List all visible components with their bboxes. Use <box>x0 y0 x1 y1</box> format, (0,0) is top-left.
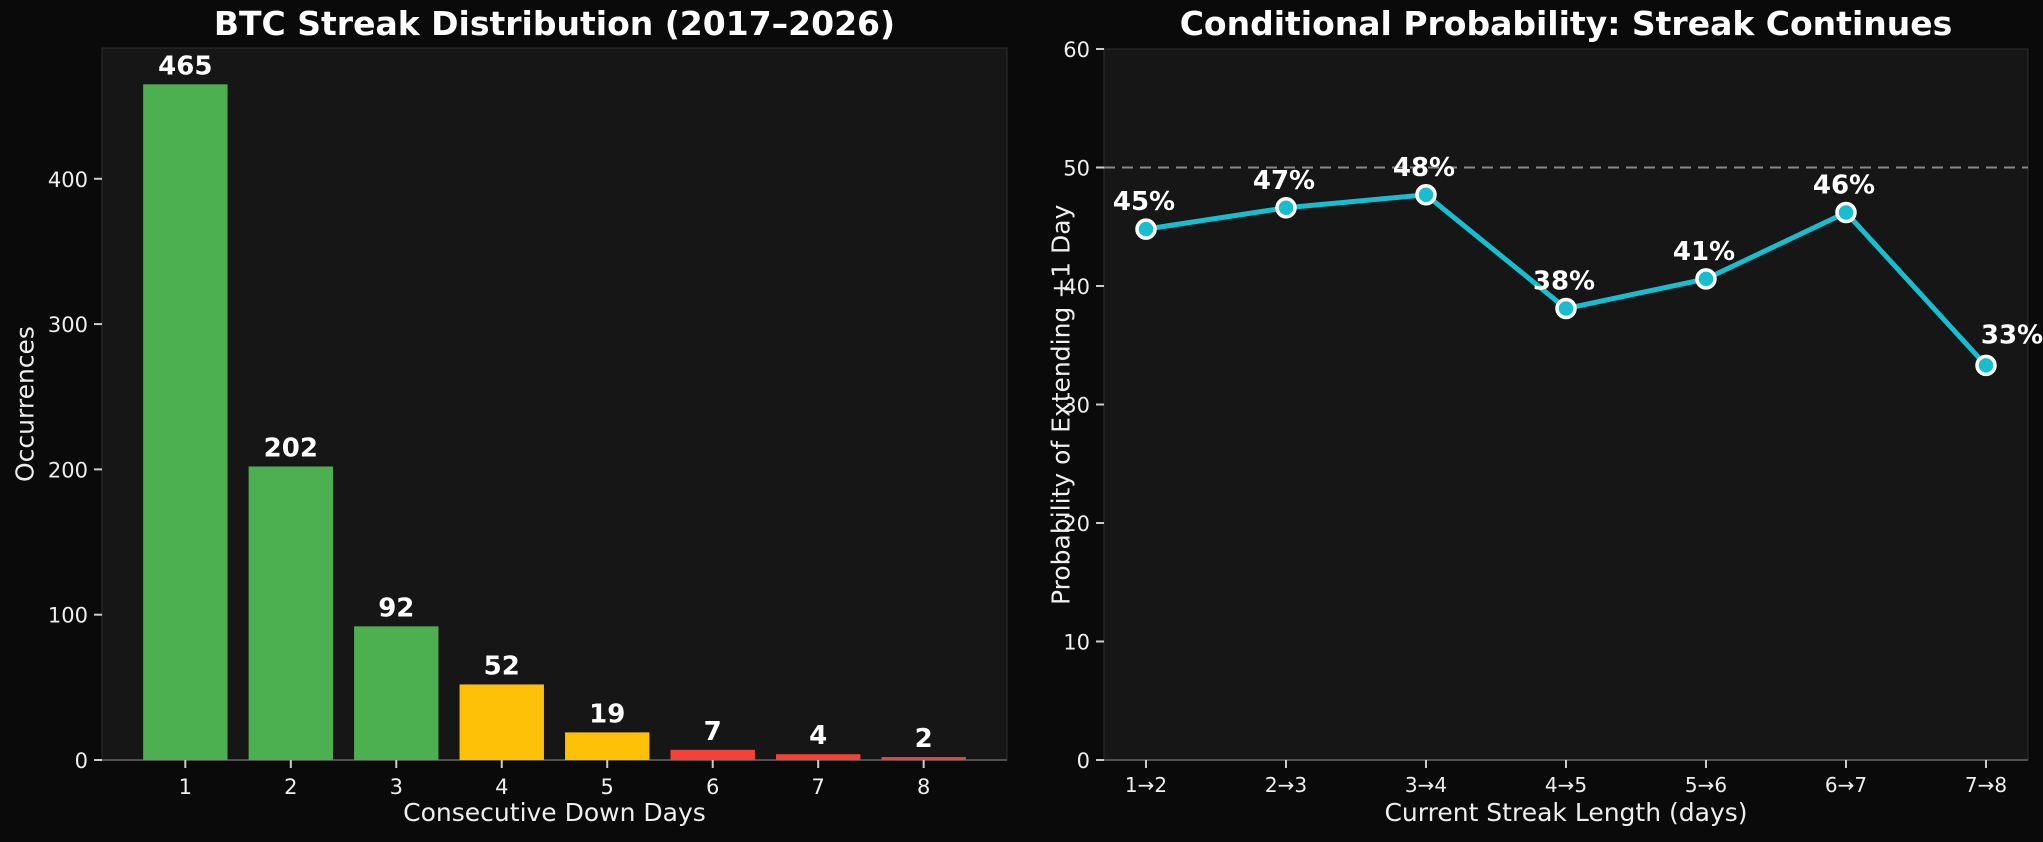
data-point-label: 46% <box>1813 171 1875 201</box>
y-tick-label: 20 <box>1063 512 1090 536</box>
x-tick-label: 2 <box>284 775 297 799</box>
bar-value-label: 465 <box>158 51 212 81</box>
x-tick-label: 1 <box>179 775 192 799</box>
data-point-label: 45% <box>1113 187 1175 217</box>
data-point-label: 47% <box>1253 166 1315 196</box>
line-chart-title: Conditional Probability: Streak Continue… <box>1179 4 1953 43</box>
y-tick-label: 0 <box>1077 749 1090 773</box>
data-point-marker <box>1555 297 1577 320</box>
y-tick-label: 30 <box>1063 394 1090 418</box>
bar <box>248 466 333 760</box>
x-tick-label: 8 <box>917 775 930 799</box>
x-tick-label: 5→6 <box>1685 773 1727 797</box>
bar-value-label: 202 <box>264 433 318 463</box>
y-tick-label: 50 <box>1063 157 1090 181</box>
y-tick-label: 40 <box>1063 275 1090 299</box>
x-tick-label: 2→3 <box>1265 773 1307 797</box>
bar-value-label: 52 <box>484 651 520 681</box>
x-tick-label: 6→7 <box>1825 773 1867 797</box>
bar <box>565 732 650 760</box>
x-tick-label: 5 <box>601 775 614 799</box>
data-point-marker <box>1975 354 1997 377</box>
data-point-marker <box>1835 201 1857 224</box>
data-point-label: 38% <box>1533 267 1595 297</box>
x-tick-label: 3 <box>390 775 403 799</box>
plot-area <box>101 47 1008 761</box>
data-point-label: 41% <box>1673 237 1735 267</box>
plot-area <box>1103 48 2029 761</box>
line-chart: 0 10 20 30 40 50 60 45% 1→2 47% 2→3 48% 3→4 38% 4→5 41%… <box>1063 38 2043 797</box>
bar <box>776 754 861 760</box>
y-tick-label: 10 <box>1063 631 1090 655</box>
bar <box>354 626 439 760</box>
y-tick-label: 100 <box>48 604 88 628</box>
x-tick-label: 4 <box>495 775 508 799</box>
data-point-label: 48% <box>1393 153 1455 183</box>
bar-value-label: 19 <box>589 699 625 729</box>
x-tick-label: 7→8 <box>1965 773 2007 797</box>
data-point-label: 33% <box>1981 320 2043 350</box>
x-tick-label: 4→5 <box>1545 773 1587 797</box>
bar-value-label: 4 <box>809 721 827 751</box>
y-tick-label: 200 <box>48 458 88 482</box>
y-tick-label: 300 <box>48 313 88 337</box>
bar <box>881 757 966 760</box>
bar <box>143 84 228 760</box>
x-tick-label: 7 <box>812 775 825 799</box>
bar <box>670 749 755 760</box>
bar <box>459 684 544 760</box>
bar-chart-title: BTC Streak Distribution (2017–2026) <box>213 4 896 43</box>
bar-chart-x-axis-label: Consecutive Down Days <box>403 798 706 827</box>
data-point-marker <box>1135 218 1157 240</box>
y-tick-label: 400 <box>48 168 88 192</box>
line-chart-x-axis-label: Current Streak Length (days) <box>1384 798 1748 827</box>
x-tick-label: 6 <box>706 775 719 799</box>
y-tick-label: 0 <box>75 749 88 773</box>
bar-value-label: 7 <box>704 717 722 747</box>
y-tick-label: 60 <box>1063 38 1090 62</box>
x-tick-label: 1→2 <box>1125 773 1167 797</box>
bar-value-label: 92 <box>378 593 414 623</box>
bar-chart: 0 100 200 300 400 465 1 202 2 92 3 52 4 19 5 7 6 4 7 2 8 <box>48 47 1008 799</box>
x-tick-label: 3→4 <box>1405 773 1447 797</box>
bar-value-label: 2 <box>915 724 933 754</box>
data-point-marker <box>1695 268 1717 290</box>
data-point-marker <box>1415 184 1437 206</box>
data-point-marker <box>1275 197 1297 219</box>
